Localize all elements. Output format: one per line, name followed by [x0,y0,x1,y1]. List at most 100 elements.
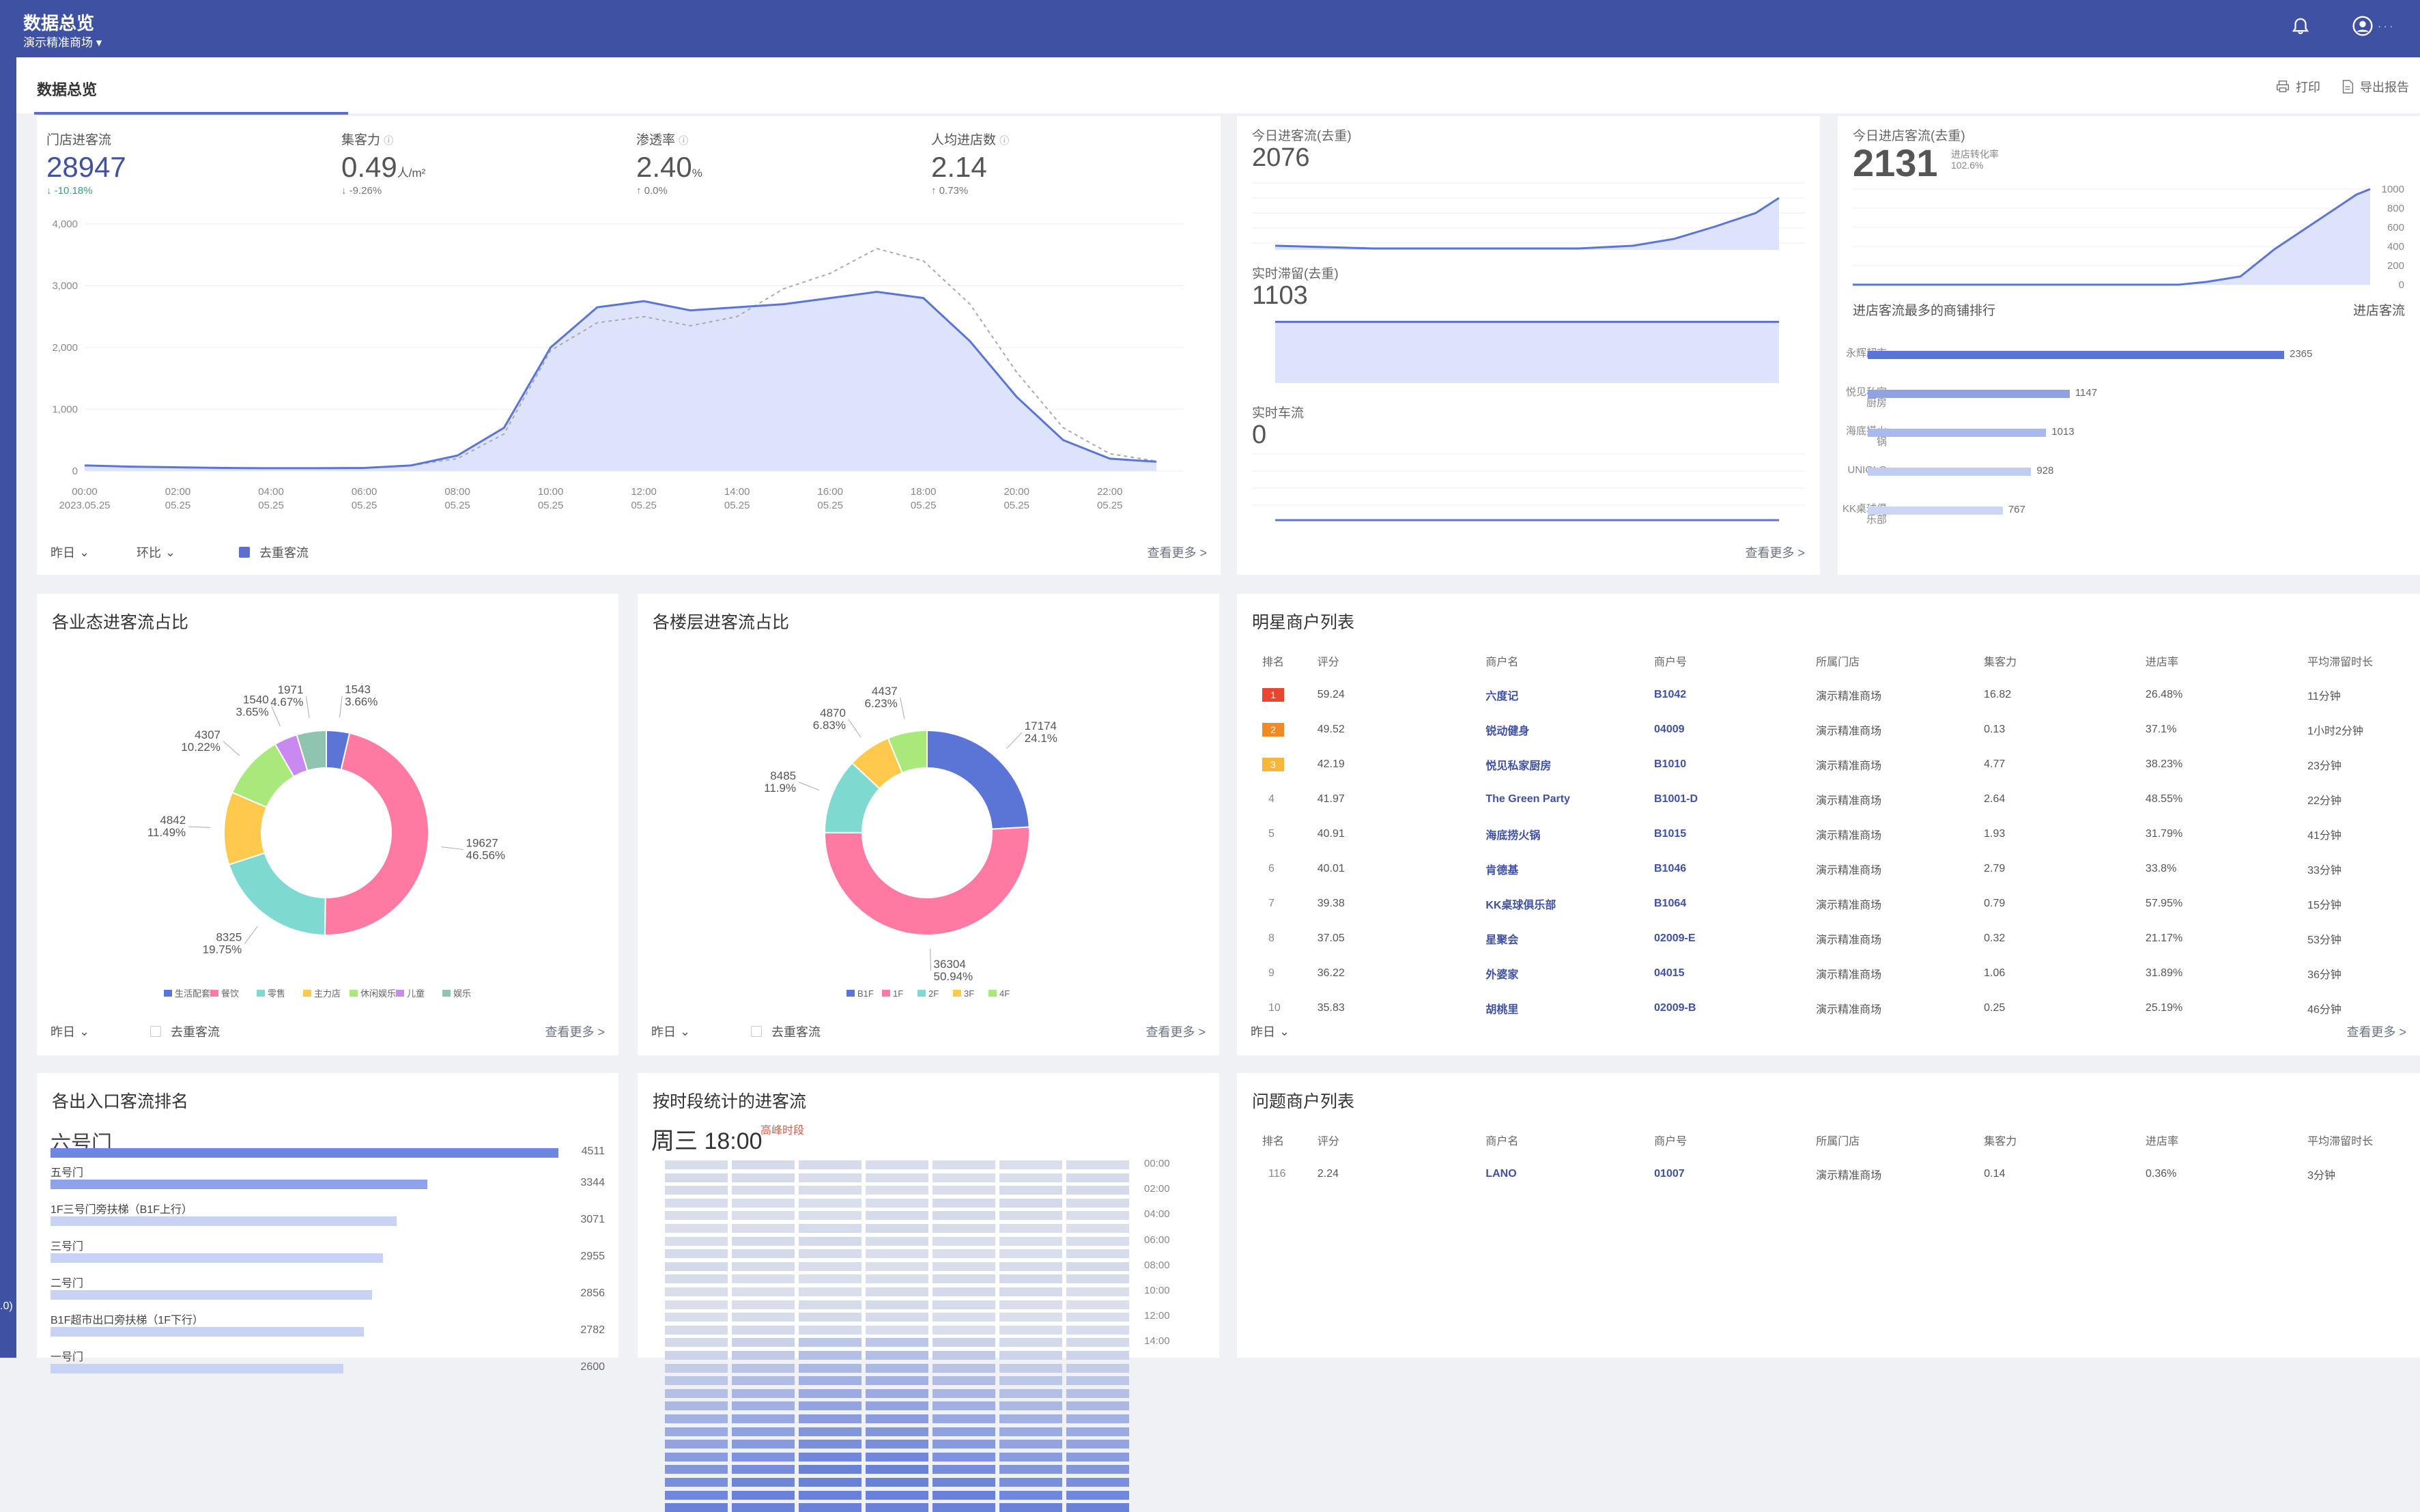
table-row[interactable]: 1 59.24 六度记 B1042 演示精准商场 16.82 26.48% 11分钟 [1262,677,2402,712]
heatmap-cell[interactable] [665,1503,728,1512]
heatmap-cell[interactable] [999,1478,1062,1487]
heatmap-cell[interactable] [999,1388,1062,1398]
merchant-id-link[interactable]: B1010 [1654,758,1687,770]
heatmap-cell[interactable] [1066,1478,1129,1487]
shop-rank-row[interactable]: UNIQLO928 [1838,465,2420,481]
heatmap-cell[interactable] [866,1287,928,1296]
heatmap-cell[interactable] [1066,1490,1129,1500]
heatmap-cell[interactable] [732,1224,795,1233]
entrance-row[interactable]: 二号门 2856 [51,1274,605,1307]
heatmap-cell[interactable] [999,1414,1062,1423]
heatmap-cell[interactable] [999,1173,1062,1182]
heatmap-cell[interactable] [866,1465,928,1474]
heatmap-cell[interactable] [933,1186,995,1195]
heatmap-cell[interactable] [799,1414,862,1423]
heatmap-cell[interactable] [665,1388,728,1398]
heatmap-cell[interactable] [732,1261,795,1271]
view-more-link[interactable]: 查看更多 > [545,1025,605,1039]
heatmap-cell[interactable] [866,1313,928,1322]
heatmap-cell[interactable] [799,1274,862,1284]
entrance-row[interactable]: 五号门 3344 [51,1163,605,1196]
heatmap-cell[interactable] [799,1211,862,1221]
heatmap-cell[interactable] [1066,1186,1129,1195]
heatmap-cell[interactable] [799,1401,862,1411]
merchant-id-link[interactable]: 04009 [1654,723,1685,735]
heatmap-cell[interactable] [799,1249,862,1259]
heatmap-cell[interactable] [933,1173,995,1182]
heatmap-cell[interactable] [665,1287,728,1296]
heatmap-cell[interactable] [999,1376,1062,1386]
heatmap-cell[interactable] [732,1274,795,1284]
heatmap-cell[interactable] [1066,1388,1129,1398]
merchant-id-link[interactable]: B1046 [1654,862,1687,874]
heatmap-cell[interactable] [866,1452,928,1461]
print-button[interactable]: 打印 [2275,78,2320,96]
entrance-row[interactable]: 三号门 2955 [51,1237,605,1270]
heatmap-cell[interactable] [799,1236,862,1246]
view-more-link[interactable]: 查看更多 > [1145,1025,1206,1039]
heatmap-cell[interactable] [665,1261,728,1271]
heatmap-cell[interactable] [933,1376,995,1386]
heatmap-cell[interactable] [999,1427,1062,1436]
period-dropdown[interactable]: 昨日 ⌄ [51,1024,90,1040]
heatmap-cell[interactable] [866,1427,928,1436]
heatmap-cell[interactable] [799,1173,862,1182]
heatmap-cell[interactable] [732,1325,795,1335]
heatmap-cell[interactable] [665,1173,728,1182]
heatmap-cell[interactable] [665,1376,728,1386]
heatmap-cell[interactable] [866,1363,928,1373]
heatmap-cell[interactable] [1066,1401,1129,1411]
heatmap-cell[interactable] [933,1160,995,1169]
heatmap-cell[interactable] [933,1325,995,1335]
heatmap-cell[interactable] [1066,1503,1129,1512]
heatmap-cell[interactable] [999,1503,1062,1512]
heatmap-cell[interactable] [665,1351,728,1360]
heatmap-cell[interactable] [1066,1274,1129,1284]
heatmap-cell[interactable] [866,1388,928,1398]
heatmap-cell[interactable] [665,1338,728,1347]
merchant-name-link[interactable]: 悦见私家厨房 [1485,760,1552,772]
heatmap-cell[interactable] [1066,1414,1129,1423]
heatmap-cell[interactable] [732,1236,795,1246]
heatmap-cell[interactable] [1066,1440,1129,1449]
heatmap-cell[interactable] [933,1224,995,1233]
merchant-id-link[interactable]: 02009-B [1654,1001,1696,1014]
heatmap-cell[interactable] [732,1401,795,1411]
heatmap-cell[interactable] [866,1224,928,1233]
heatmap-cell[interactable] [665,1440,728,1449]
heatmap-cell[interactable] [1066,1211,1129,1221]
heatmap-cell[interactable] [866,1376,928,1386]
compare-dropdown[interactable]: 环比 ⌄ [137,545,176,560]
heatmap-cell[interactable] [1066,1261,1129,1271]
heatmap-cell[interactable] [665,1478,728,1487]
heatmap-cell[interactable] [933,1313,995,1322]
merchant-name-link[interactable]: The Green Party [1485,793,1570,805]
heatmap-cell[interactable] [799,1363,862,1373]
heatmap-cell[interactable] [1066,1224,1129,1233]
heatmap-cell[interactable] [866,1198,928,1208]
entrance-row[interactable]: B1F超市出口旁扶梯（1F下行） 2782 [51,1311,605,1343]
table-row[interactable]: 4 41.97 The Green Party B1001-D 演示精准商场 2.64 48… [1262,782,2402,816]
heatmap-cell[interactable] [933,1363,995,1373]
shop-rank-row[interactable]: KK桌球俱乐部 767 [1838,504,2420,526]
heatmap-cell[interactable] [933,1274,995,1284]
heatmap-cell[interactable] [732,1351,795,1360]
heatmap-cell[interactable] [732,1211,795,1221]
heatmap-cell[interactable] [999,1211,1062,1221]
view-more-link[interactable]: 查看更多 > [1745,546,1805,560]
heatmap-cell[interactable] [866,1300,928,1309]
merchant-id-link[interactable]: 01007 [1654,1167,1685,1180]
merchant-id-link[interactable]: B1001-D [1654,793,1698,805]
heatmap-cell[interactable] [665,1160,728,1169]
kpi-attraction[interactable]: 集客力 ⓘ 0.49人/m² ↓ -9.26% [341,130,425,197]
heatmap-cell[interactable] [665,1490,728,1500]
heatmap-cell[interactable] [999,1236,1062,1246]
table-row[interactable]: 3 42.19 悦见私家厨房 B1010 演示精准商场 4.77 38.23% 23分钟 [1262,747,2402,782]
table-row[interactable]: 9 36.22 外婆家 04015 演示精准商场 1.06 31.89% 36分钟 [1262,956,2402,990]
table-row[interactable]: 6 40.01 肯德基 B1046 演示精准商场 2.79 33.8% 33分钟 [1262,851,2402,886]
heatmap-cell[interactable] [1066,1427,1129,1436]
entrance-row[interactable]: 六号门 4511 [51,1126,605,1159]
heatmap-cell[interactable] [933,1440,995,1449]
entrance-row[interactable]: 1F三号门旁扶梯（B1F上行） 3071 [51,1200,605,1233]
heatmap-cell[interactable] [732,1300,795,1309]
